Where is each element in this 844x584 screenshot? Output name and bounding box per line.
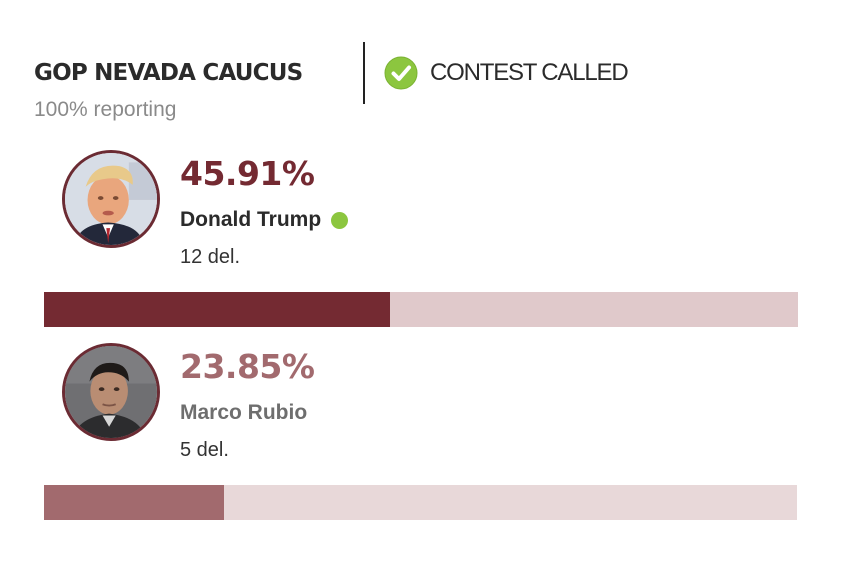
contest-called-badge: CONTEST CALLED (384, 55, 629, 91)
vote-share-bar (44, 292, 798, 327)
candidate-avatar (62, 150, 160, 248)
race-header: GOP NEVADA CAUCUS 100% reporting CONTEST… (34, 40, 814, 121)
contest-called-label: CONTEST CALLED (430, 59, 629, 86)
reporting-status: 100% reporting (34, 98, 177, 121)
candidate-percent: 23.85% (180, 347, 315, 386)
candidate-name-row: Donald Trump (180, 208, 349, 232)
winner-indicator-icon (331, 211, 349, 229)
candidate-percent: 45.91% (180, 154, 315, 193)
candidate-photo-icon (65, 346, 157, 438)
candidate-name: Donald Trump (180, 208, 322, 231)
candidate-name: Marco Rubio (180, 401, 308, 424)
vote-share-bar-fill (44, 292, 391, 327)
race-title: GOP NEVADA CAUCUS (34, 60, 303, 86)
candidate-name-row: Marco Rubio (180, 401, 307, 425)
check-circle-icon (384, 56, 418, 90)
candidate-delegates: 12 del. (180, 246, 241, 268)
header-divider (363, 42, 365, 104)
candidate-avatar (62, 343, 160, 441)
vote-share-bar-fill (44, 485, 224, 520)
candidate-delegates: 5 del. (180, 439, 229, 461)
vote-share-bar (44, 485, 797, 520)
candidate-photo-icon (65, 153, 157, 245)
